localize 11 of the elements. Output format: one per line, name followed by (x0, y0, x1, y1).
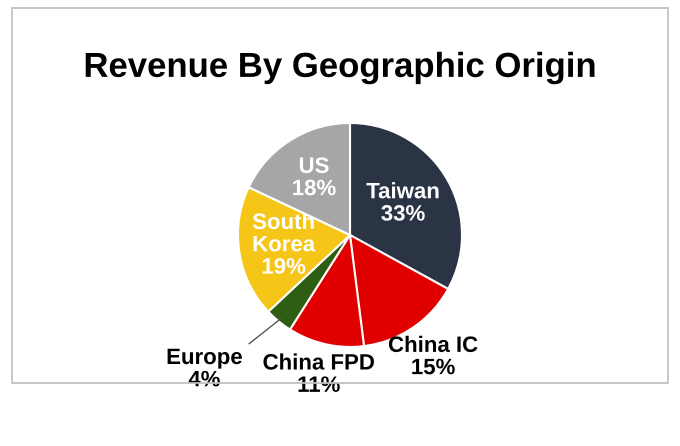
slice-label: China FPD (263, 353, 374, 370)
data-label: 18% (293, 180, 336, 196)
data-label: 15% (412, 358, 455, 374)
slice-label: US (300, 157, 329, 174)
slice-label: South Korea (252, 212, 316, 252)
data-label: 33% (381, 205, 425, 221)
chart-title: Revenue By Geographic Origin (86, 52, 594, 84)
slice-label: China IC (388, 336, 478, 352)
data-label: 19% (262, 258, 306, 274)
slice-label: Taiwan (366, 182, 438, 198)
slice-label: Europe (168, 348, 242, 369)
